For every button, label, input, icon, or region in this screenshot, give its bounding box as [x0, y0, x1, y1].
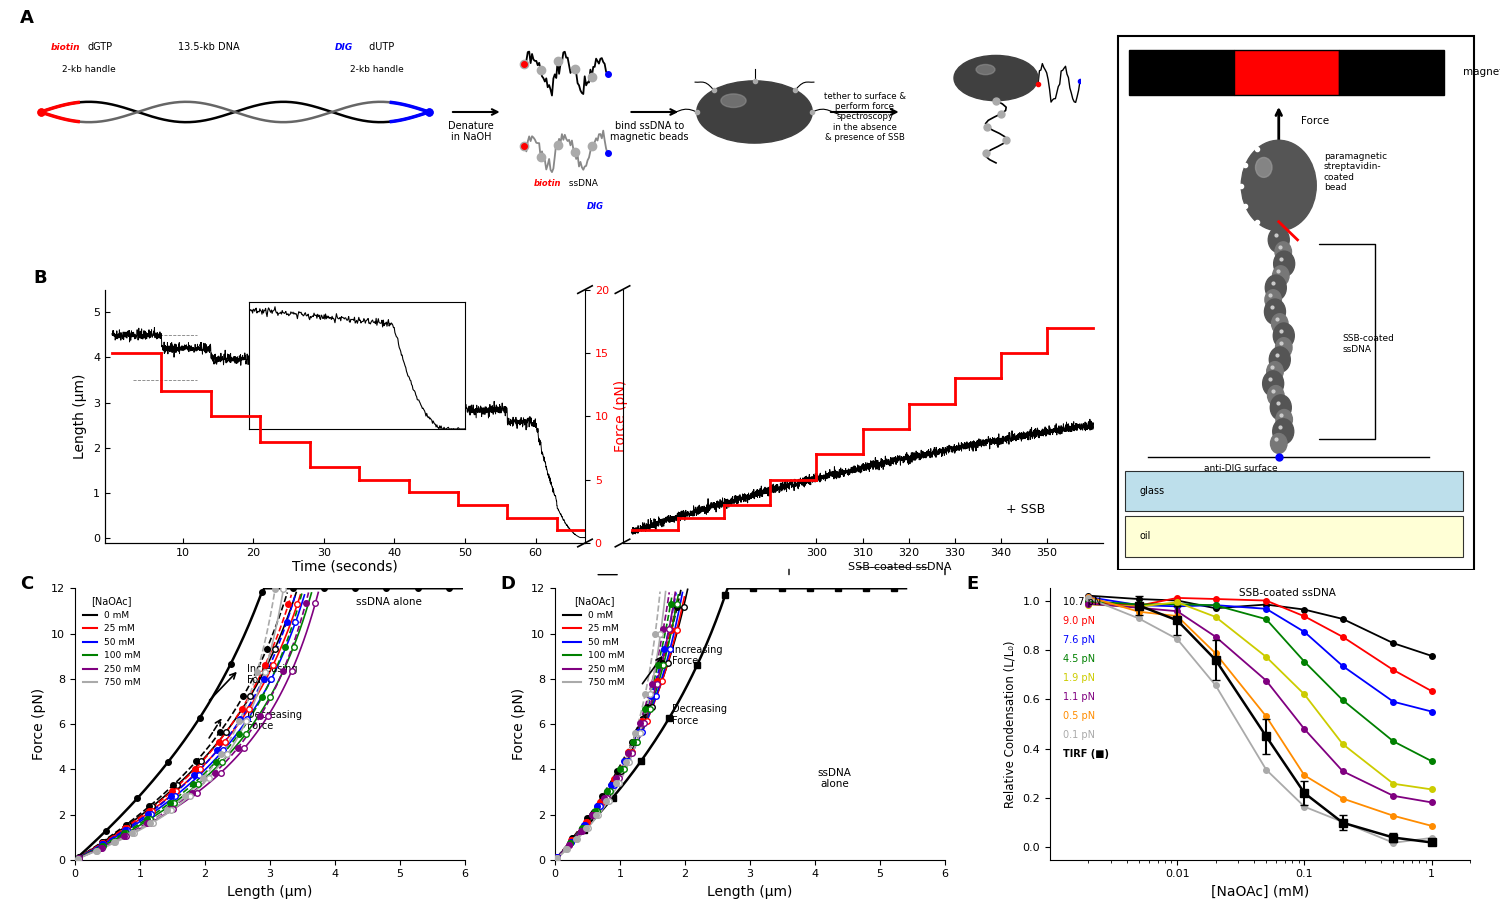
Text: glass: glass [1140, 486, 1166, 496]
Text: DIG: DIG [334, 43, 352, 52]
Text: ssDNA alone: ssDNA alone [356, 596, 422, 606]
Text: DIG: DIG [586, 203, 603, 212]
Text: 1.9 pN: 1.9 pN [1062, 672, 1095, 683]
Text: SSB-coated
ssDNA: SSB-coated ssDNA [1342, 334, 1395, 354]
Circle shape [1275, 338, 1292, 357]
Circle shape [1266, 362, 1282, 382]
Y-axis label: Relative Condensation (L/L₀): Relative Condensation (L/L₀) [1004, 640, 1017, 808]
Text: 0.1 pN: 0.1 pN [1062, 729, 1095, 740]
Text: TIRF (■): TIRF (■) [1062, 748, 1108, 759]
Text: ssDNA: ssDNA [566, 178, 597, 187]
Circle shape [696, 81, 813, 143]
Circle shape [1268, 227, 1288, 252]
Text: dGTP: dGTP [87, 42, 112, 52]
Text: 10.7 pN: 10.7 pN [1062, 596, 1101, 607]
Text: 4.5 pN: 4.5 pN [1062, 653, 1095, 664]
Y-axis label: Force (pN): Force (pN) [512, 688, 525, 760]
Text: 1.1 pN: 1.1 pN [1062, 691, 1095, 702]
Text: A: A [20, 9, 33, 27]
Text: Decreasing
Force: Decreasing Force [246, 710, 302, 731]
Y-axis label: Force (pN): Force (pN) [615, 380, 628, 452]
X-axis label: Length (μm): Length (μm) [228, 885, 312, 899]
Circle shape [1270, 395, 1292, 420]
Bar [1338, 50, 1443, 95]
Text: 9.0 pN: 9.0 pN [1062, 615, 1095, 626]
Text: C: C [21, 575, 33, 593]
Legend: 0 mM, 25 mM, 50 mM, 100 mM, 250 mM, 750 mM: 0 mM, 25 mM, 50 mM, 100 mM, 250 mM, 750 … [560, 593, 628, 691]
Text: Increasing
Force: Increasing Force [246, 663, 297, 685]
Bar [1125, 516, 1462, 557]
Circle shape [1264, 290, 1281, 310]
Circle shape [722, 94, 746, 108]
Circle shape [1274, 251, 1294, 276]
Text: dUTP: dUTP [366, 42, 394, 52]
Text: tether to surface &
perform force
spectroscopy
in the absence
& presence of SSB: tether to surface & perform force spectr… [824, 91, 906, 142]
Circle shape [1242, 140, 1317, 231]
Text: bind ssDNA to
magnetic beads: bind ssDNA to magnetic beads [610, 120, 689, 142]
Text: biotin: biotin [534, 178, 561, 187]
Text: Denature
in NaOH: Denature in NaOH [448, 120, 494, 142]
Text: Decreasing
Force: Decreasing Force [672, 704, 728, 726]
Text: 7.6 pN: 7.6 pN [1062, 634, 1095, 645]
Text: E: E [966, 575, 978, 593]
Text: paramagnetic
streptavidin-
coated
bead: paramagnetic streptavidin- coated bead [1323, 152, 1388, 192]
Text: _________________: _________________ [856, 558, 928, 567]
Bar [1128, 50, 1233, 95]
X-axis label: Length (μm): Length (μm) [708, 885, 792, 899]
Circle shape [1272, 419, 1293, 444]
Legend: 0 mM, 25 mM, 50 mM, 100 mM, 250 mM, 750 mM: 0 mM, 25 mM, 50 mM, 100 mM, 250 mM, 750 … [80, 593, 144, 691]
Circle shape [954, 55, 1038, 100]
Text: magnet: magnet [1462, 67, 1500, 78]
Text: + SSB: + SSB [1007, 502, 1046, 516]
Text: ssDNA
alone: ssDNA alone [818, 767, 852, 789]
Text: biotin: biotin [51, 43, 81, 52]
Bar [1125, 471, 1462, 511]
X-axis label: [NaOAc] (mM): [NaOAc] (mM) [1210, 885, 1310, 899]
Text: oil: oil [1140, 531, 1152, 541]
Text: Time (seconds): Time (seconds) [292, 559, 398, 573]
Circle shape [1268, 386, 1284, 405]
Text: SSB-coated ssDNA: SSB-coated ssDNA [849, 562, 951, 572]
Circle shape [1275, 242, 1292, 262]
Text: Force: Force [1300, 117, 1329, 127]
Circle shape [1272, 266, 1288, 286]
Circle shape [976, 64, 994, 75]
Circle shape [1256, 157, 1272, 177]
Bar [1233, 50, 1338, 95]
Text: SSB-coated ssDNA: SSB-coated ssDNA [1239, 588, 1336, 598]
Circle shape [1270, 433, 1287, 453]
Circle shape [1263, 371, 1284, 396]
Text: 13.5-kb DNA: 13.5-kb DNA [177, 42, 240, 52]
Circle shape [1264, 299, 1286, 324]
Text: 2-kb handle: 2-kb handle [62, 65, 116, 74]
Circle shape [1269, 347, 1290, 372]
Text: 2-kb handle: 2-kb handle [350, 65, 404, 74]
Text: 0.5 pN: 0.5 pN [1062, 710, 1095, 721]
Circle shape [1276, 410, 1293, 430]
Text: B: B [33, 270, 46, 287]
Text: D: D [501, 575, 516, 593]
Circle shape [1272, 314, 1288, 334]
Y-axis label: Length (μm): Length (μm) [74, 374, 87, 459]
Text: Increasing
Force: Increasing Force [672, 644, 723, 666]
Circle shape [1274, 323, 1294, 348]
Text: anti-DIG surface: anti-DIG surface [1204, 463, 1278, 472]
Circle shape [1266, 275, 1287, 300]
Y-axis label: Force (pN): Force (pN) [32, 688, 45, 760]
